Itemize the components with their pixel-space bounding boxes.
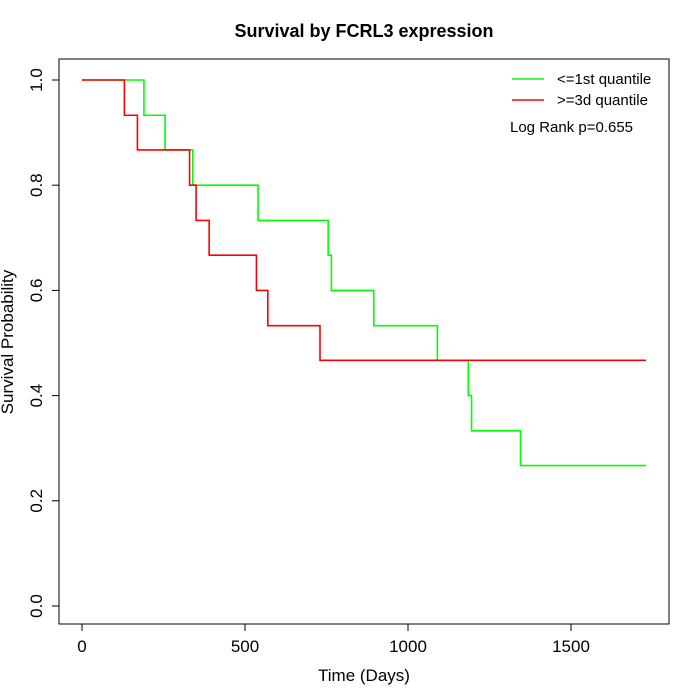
legend-label-2: >=3d quantile xyxy=(557,92,648,109)
y-tick-label: 0.8 xyxy=(27,173,46,197)
series-line-1 xyxy=(82,79,646,467)
survival-curves xyxy=(82,79,646,467)
x-tick-label: 1500 xyxy=(552,637,590,656)
y-tick-label: 0.2 xyxy=(27,489,46,513)
log-rank-annotation: Log Rank p=0.655 xyxy=(510,119,633,136)
legend: <=1st quantile >=3d quantile xyxy=(512,71,651,109)
legend-label-1: <=1st quantile xyxy=(557,71,651,88)
chart-title: Survival by FCRL3 expression xyxy=(234,21,493,41)
y-tick-label: 0.4 xyxy=(27,384,46,408)
y-tick-label: 0.0 xyxy=(27,594,46,618)
y-axis: 0.0 0.2 0.4 0.6 0.8 1.0 xyxy=(27,68,60,618)
y-axis-label: Survival Probability xyxy=(0,269,17,414)
series-line-2 xyxy=(82,79,646,362)
plot-frame xyxy=(58,58,670,625)
x-tick-label: 0 xyxy=(77,637,86,656)
y-tick-label: 1.0 xyxy=(27,68,46,92)
x-axis: 0 500 1000 1500 xyxy=(77,623,590,656)
x-tick-label: 1000 xyxy=(389,637,427,656)
x-axis-label: Time (Days) xyxy=(318,666,410,685)
y-tick-label: 0.6 xyxy=(27,279,46,303)
x-tick-label: 500 xyxy=(231,637,259,656)
